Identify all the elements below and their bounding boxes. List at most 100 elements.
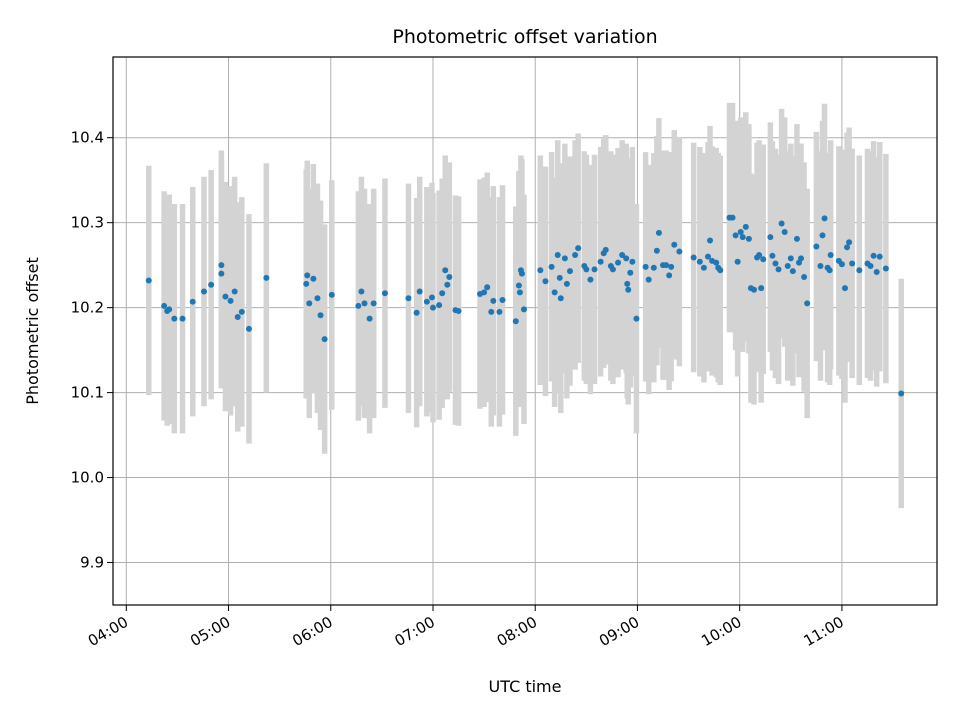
data-point: [263, 274, 270, 281]
data-point: [778, 220, 785, 227]
data-point: [561, 255, 568, 262]
y-tick-label: 10.0: [71, 469, 104, 487]
data-point: [769, 252, 776, 259]
data-point: [548, 263, 555, 270]
data-point: [317, 312, 324, 319]
plot-frame: [112, 56, 938, 606]
data-point: [838, 261, 845, 268]
data-point: [314, 295, 321, 302]
y-tick-label: 10.1: [71, 384, 104, 402]
y-tick-label: 10.2: [71, 299, 104, 317]
data-point: [366, 315, 373, 322]
data-point: [732, 232, 739, 239]
data-point: [189, 298, 196, 305]
data-point: [566, 268, 573, 275]
data-point: [303, 280, 310, 287]
data-point: [171, 315, 178, 322]
data-point: [218, 262, 225, 269]
data-point: [696, 258, 703, 265]
data-point: [556, 274, 563, 281]
data-point: [554, 251, 561, 258]
data-point: [227, 297, 234, 304]
data-point: [760, 256, 767, 263]
data-point: [405, 295, 412, 302]
data-point: [416, 288, 423, 295]
data-point: [700, 264, 707, 271]
data-point: [615, 259, 622, 266]
x-axis-label: UTC time: [489, 677, 562, 696]
data-point: [563, 280, 570, 287]
data-point: [690, 254, 697, 261]
data-point: [676, 248, 683, 255]
data-point: [819, 232, 826, 239]
data-point: [767, 234, 774, 241]
data-point: [306, 300, 313, 307]
y-tick-label: 10.4: [71, 129, 104, 147]
data-point: [821, 215, 828, 222]
data-point: [436, 302, 443, 309]
data-point: [882, 265, 889, 272]
data-point: [758, 285, 765, 292]
data-point: [756, 251, 763, 258]
data-point: [781, 229, 788, 236]
data-point: [208, 281, 215, 288]
y-axis-label: Photometric offset: [23, 257, 42, 405]
data-point: [490, 297, 497, 304]
data-point: [793, 235, 800, 242]
data-point: [370, 300, 377, 307]
data-point: [442, 267, 449, 274]
data-point: [238, 308, 245, 315]
data-point: [745, 235, 752, 242]
data-point: [310, 275, 317, 282]
data-point: [587, 276, 594, 283]
data-point: [650, 264, 657, 271]
data-point: [663, 262, 670, 269]
data-point: [446, 274, 453, 281]
data-point: [439, 290, 446, 297]
data-point: [619, 251, 626, 258]
data-point: [713, 259, 720, 266]
data-point: [358, 288, 365, 295]
data-point: [602, 246, 609, 253]
data-point: [671, 241, 678, 248]
data-point: [645, 276, 652, 283]
data-point: [488, 308, 495, 315]
data-point: [704, 253, 711, 260]
data-point: [627, 269, 634, 276]
data-point: [328, 291, 335, 298]
data-point: [629, 258, 636, 265]
data-point: [542, 278, 549, 285]
data-point: [801, 274, 808, 281]
data-point: [583, 266, 590, 273]
data-point: [429, 304, 436, 311]
y-tick-label: 10.3: [71, 214, 104, 232]
data-point: [876, 253, 883, 260]
data-point: [789, 268, 796, 275]
data-point: [734, 258, 741, 265]
data-point: [591, 266, 598, 273]
data-point: [218, 270, 225, 277]
data-point: [496, 308, 503, 315]
y-tick-label: 9.9: [80, 554, 104, 572]
data-point: [245, 325, 252, 332]
chart-title: Photometric offset variation: [392, 26, 657, 48]
data-point: [841, 285, 848, 292]
data-point: [537, 267, 544, 274]
data-point: [804, 300, 811, 307]
data-point: [423, 298, 430, 305]
data-point: [737, 229, 744, 236]
data-point: [520, 306, 527, 313]
data-point: [817, 263, 824, 270]
data-point: [455, 308, 462, 315]
data-point: [642, 263, 649, 270]
data-point: [234, 313, 241, 320]
data-point: [624, 280, 631, 287]
data-point: [775, 266, 782, 273]
data-point: [873, 268, 880, 275]
data-point: [512, 318, 519, 325]
data-point: [413, 309, 420, 316]
data-point: [499, 296, 506, 303]
data-point: [551, 289, 558, 296]
data-point: [179, 315, 186, 322]
data-point: [481, 289, 488, 296]
